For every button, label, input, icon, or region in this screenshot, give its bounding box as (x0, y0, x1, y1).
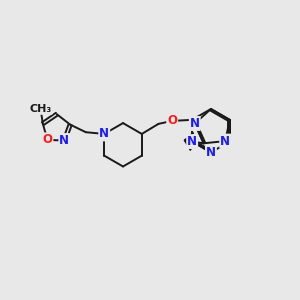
Text: N: N (59, 134, 69, 147)
Text: N: N (190, 117, 200, 130)
Text: O: O (43, 134, 52, 146)
Text: N: N (187, 135, 197, 148)
Text: N: N (220, 135, 230, 148)
Text: O: O (167, 114, 177, 128)
Text: CH₃: CH₃ (29, 104, 52, 114)
Text: N: N (206, 146, 216, 159)
Text: N: N (99, 128, 109, 140)
